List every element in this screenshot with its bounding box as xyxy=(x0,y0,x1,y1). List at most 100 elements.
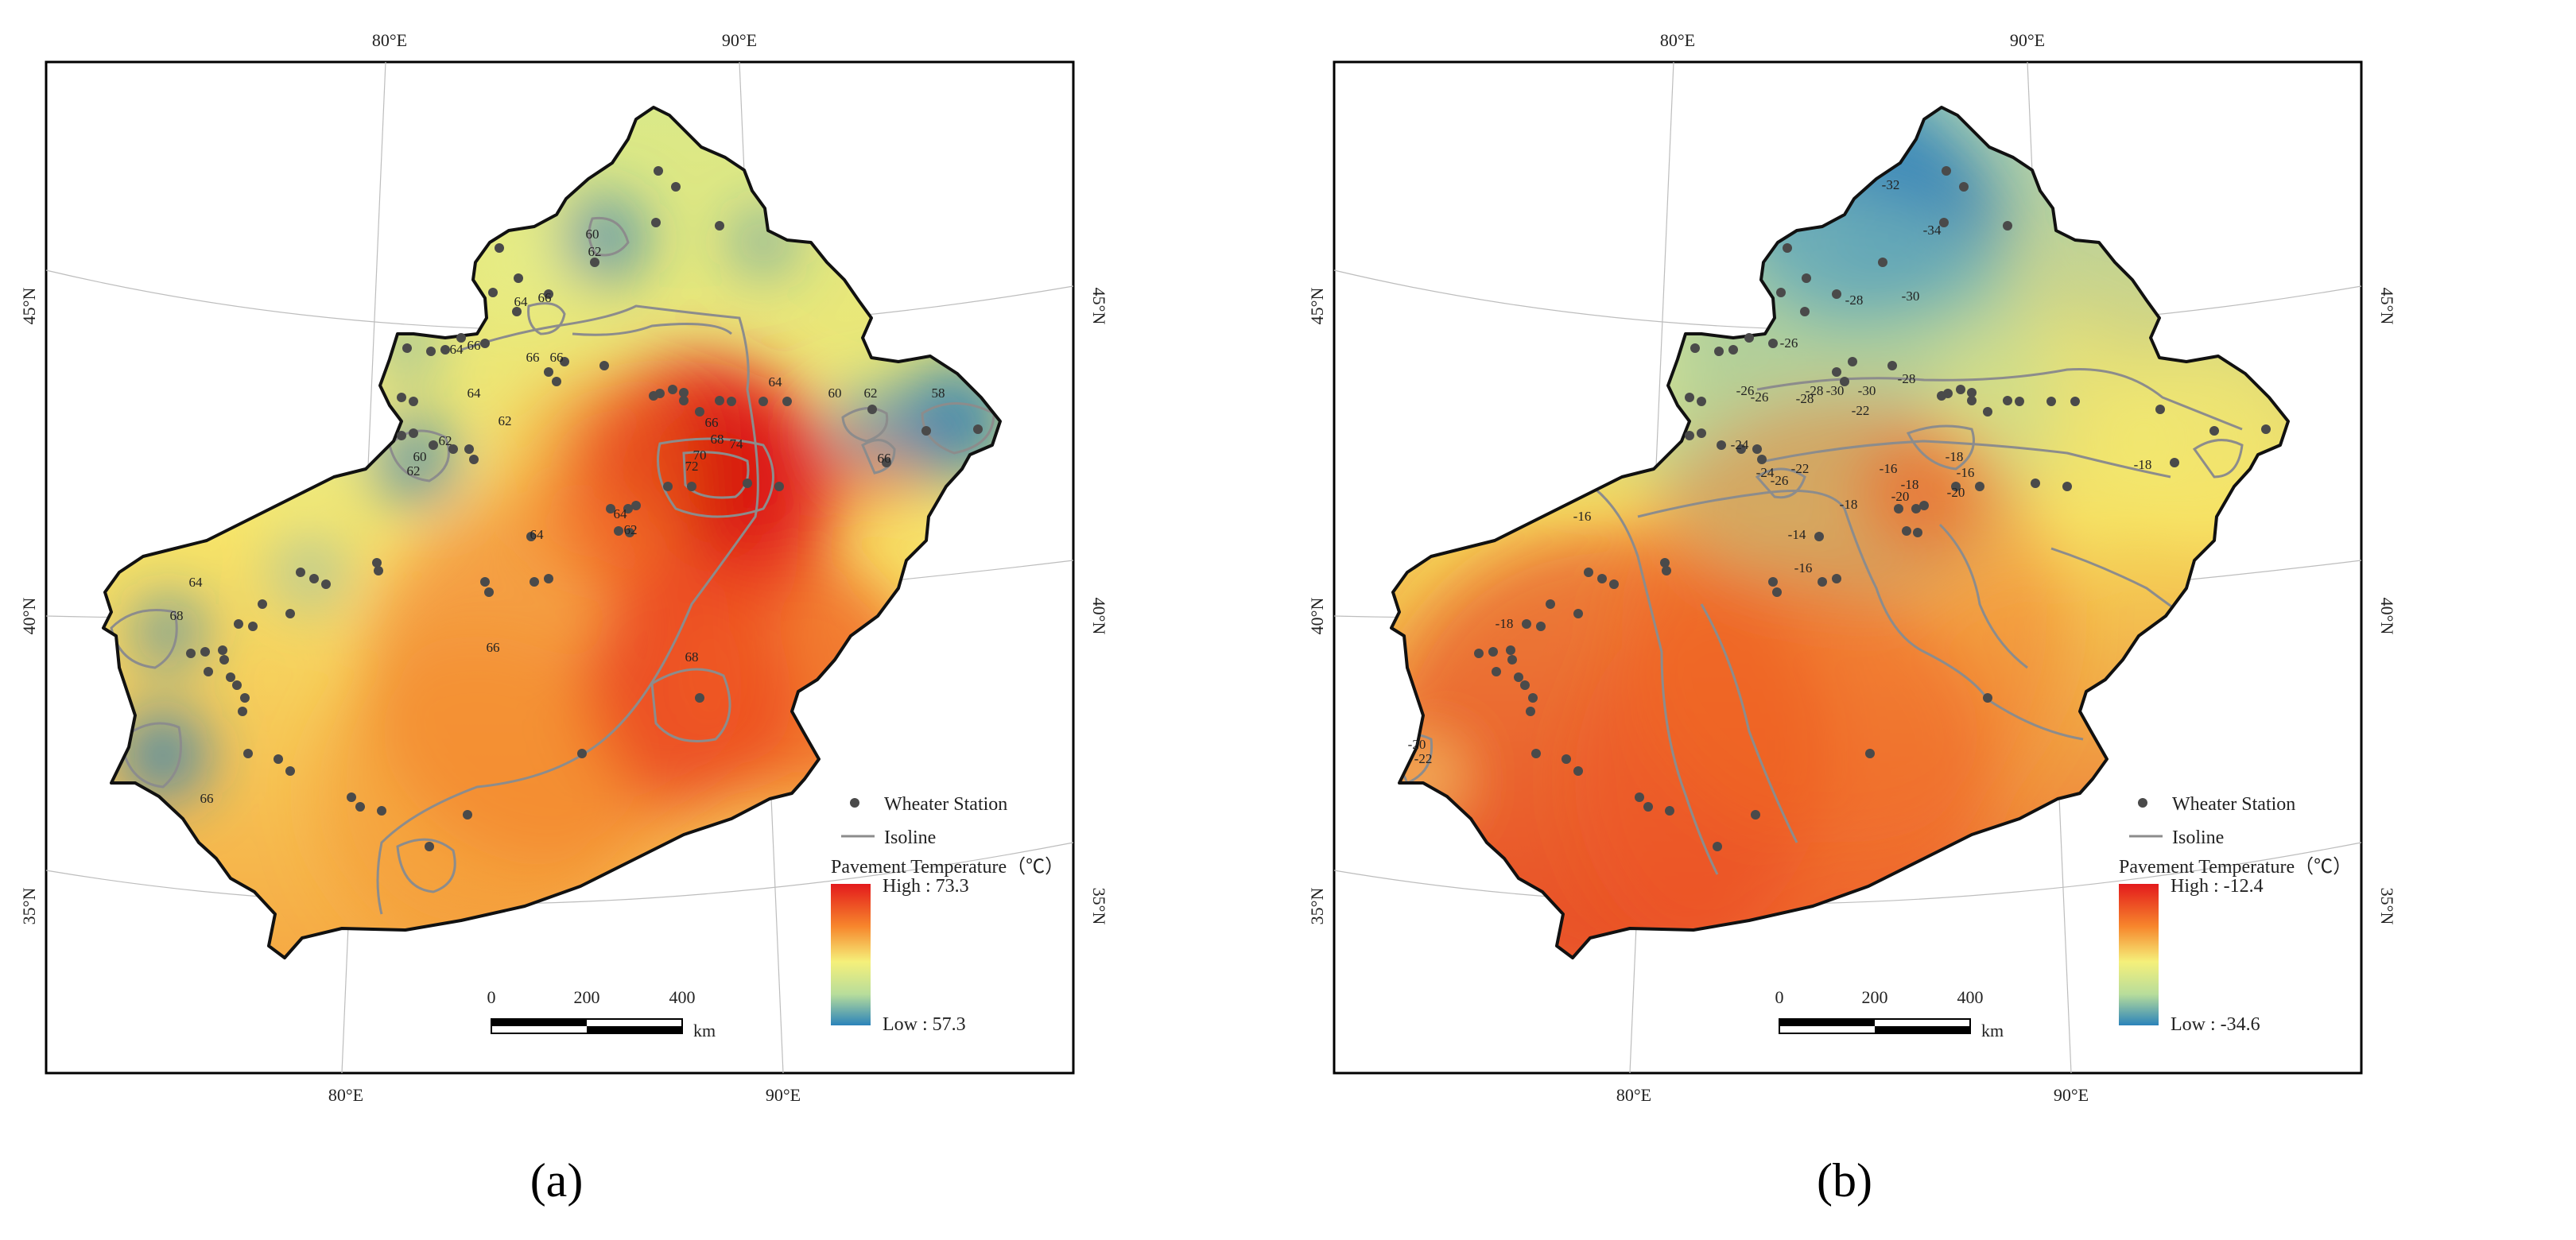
map-frame xyxy=(45,60,1075,1075)
lat-label-left: 45°N xyxy=(19,288,39,325)
lat-label-right: 35°N xyxy=(2377,888,2397,925)
legend-station-symbol xyxy=(2138,798,2147,808)
weather-station-marker xyxy=(1685,393,1694,402)
weather-station-marker xyxy=(1488,647,1498,657)
lon-label-bottom: 80°E xyxy=(1616,1085,1651,1105)
weather-station-marker xyxy=(577,749,587,758)
weather-station-marker xyxy=(552,377,561,386)
isoline-label: -14 xyxy=(1788,527,1806,542)
temperature-surface xyxy=(103,107,1000,958)
weather-station-marker xyxy=(238,707,247,716)
weather-station-marker xyxy=(715,221,724,231)
weather-stations xyxy=(186,166,983,851)
weather-station-marker xyxy=(1894,504,1903,513)
weather-station-marker xyxy=(1562,754,1571,764)
weather-station-marker xyxy=(599,361,609,370)
weather-station-marker xyxy=(1865,749,1875,758)
weather-station-marker xyxy=(1609,579,1619,589)
panel-caption: (a) xyxy=(530,1154,584,1207)
weather-station-marker xyxy=(248,622,258,631)
weather-station-marker xyxy=(1714,347,1724,356)
weather-station-marker xyxy=(1848,357,1857,366)
weather-station-marker xyxy=(668,385,677,394)
isoline-label: 64 xyxy=(189,575,204,590)
weather-station-marker xyxy=(463,810,472,820)
lat-label-right: 40°N xyxy=(1089,598,1109,635)
isoline-label: -18 xyxy=(1901,477,1919,492)
weather-station-marker xyxy=(2003,396,2012,405)
weather-station-marker xyxy=(409,428,418,438)
isoline-label: -32 xyxy=(1882,177,1900,192)
weather-station-marker xyxy=(2170,458,2179,467)
isoline-label: 64 xyxy=(467,386,482,401)
isoline-label: -18 xyxy=(2134,457,2152,472)
weather-station-marker xyxy=(2046,397,2056,406)
weather-station-marker xyxy=(1685,431,1694,440)
isoline-label: -28 xyxy=(1898,371,1916,386)
weather-station-marker xyxy=(372,558,382,568)
legend-high: High : 73.3 xyxy=(883,876,969,897)
scale-tick-label: 200 xyxy=(574,987,600,1007)
isoline-label: -20 xyxy=(1891,489,1910,504)
weather-station-marker xyxy=(425,842,434,851)
weather-station-marker xyxy=(921,426,931,436)
weather-station-marker xyxy=(671,182,681,192)
weather-station-marker xyxy=(1818,577,1827,587)
legend-station-symbol xyxy=(850,798,859,808)
weather-station-marker xyxy=(1713,842,1722,851)
weather-station-marker xyxy=(1776,288,1786,297)
weather-station-marker xyxy=(1507,655,1517,665)
weather-station-marker xyxy=(625,528,634,537)
weather-station-marker xyxy=(1697,397,1706,406)
scale-tick-label: 200 xyxy=(1862,987,1888,1007)
isoline-label: 64 xyxy=(769,374,783,389)
panel-caption: (b) xyxy=(1817,1154,1872,1207)
isoline-label: -24 xyxy=(1756,465,1775,480)
weather-station-marker xyxy=(679,396,689,405)
isoline-label: 60 xyxy=(413,449,427,464)
scale-tick-label: 400 xyxy=(669,987,696,1007)
weather-station-marker xyxy=(402,343,412,353)
isoline-label: 58 xyxy=(932,386,945,401)
legend-colorbar xyxy=(831,884,871,1025)
weather-station-marker xyxy=(296,568,305,577)
isoline-label: 70 xyxy=(693,448,707,463)
weather-station-marker xyxy=(355,802,365,812)
weather-station-marker xyxy=(1939,218,1949,227)
weather-station-marker xyxy=(679,388,689,397)
isolines xyxy=(1391,367,2244,875)
weather-station-marker xyxy=(274,754,283,764)
legend-high: High : -12.4 xyxy=(2171,876,2264,897)
isoline-label: 60 xyxy=(586,227,599,242)
legend-isoline-label: Isoline xyxy=(2172,827,2224,848)
weather-station-marker xyxy=(1902,526,1911,536)
weather-station-marker xyxy=(2015,397,2024,406)
weather-station-marker xyxy=(2062,482,2072,491)
weather-station-marker xyxy=(1919,501,1929,510)
weather-station-marker xyxy=(687,482,696,491)
lon-label-top: 90°E xyxy=(722,30,757,50)
weather-station-marker xyxy=(1492,667,1501,676)
scale-unit: km xyxy=(693,1021,716,1040)
isoline-label: 66 xyxy=(526,350,540,365)
weather-station-marker xyxy=(1951,482,1961,491)
weather-station-marker xyxy=(1752,444,1762,454)
weather-station-marker xyxy=(2155,405,2165,414)
isoline-label: 66 xyxy=(200,791,214,806)
weather-station-marker xyxy=(226,672,235,682)
weather-station-marker xyxy=(526,532,536,541)
isoline-label: -28 xyxy=(1845,293,1864,308)
lon-label-bottom: 90°E xyxy=(2054,1085,2089,1105)
isoline-label: -28 xyxy=(1796,391,1814,406)
weather-station-marker xyxy=(1768,339,1778,348)
scale-tick-label: 0 xyxy=(487,987,496,1007)
weather-station-marker xyxy=(1573,766,1583,776)
isoline-label: -30 xyxy=(1902,289,1920,304)
weather-station-marker xyxy=(1832,367,1841,377)
scale-bar: 0 200 400 km xyxy=(1775,987,2004,1040)
weather-station-marker xyxy=(544,289,553,299)
isoline-label: 62 xyxy=(588,244,602,259)
isoline-label: -20 xyxy=(1947,485,1965,500)
isoline-label: 64 xyxy=(614,506,628,521)
